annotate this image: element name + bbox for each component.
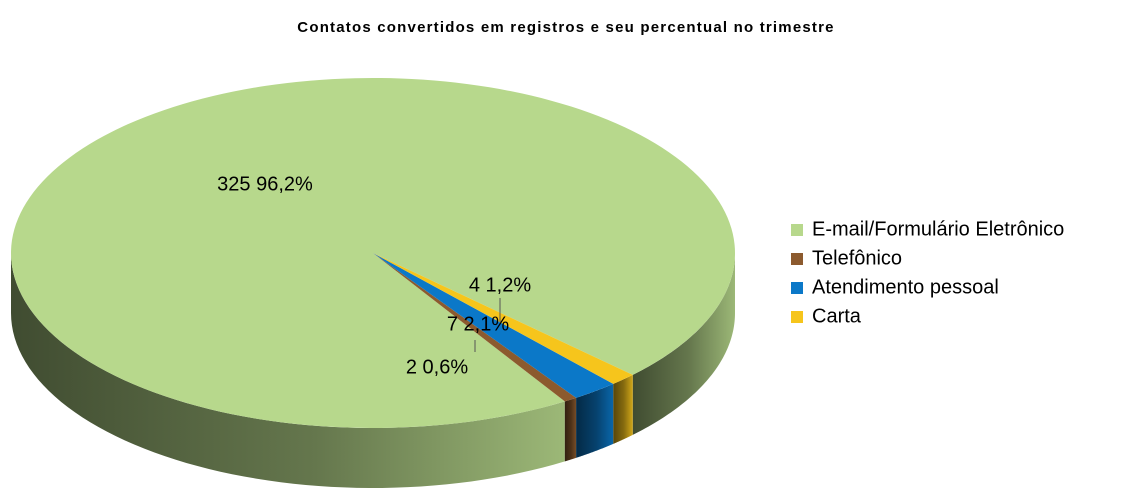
data-label: 2 0,6% [406, 356, 468, 378]
legend-swatch [791, 224, 803, 236]
legend-swatch [791, 253, 803, 265]
slice-side [564, 397, 577, 462]
slice [373, 253, 633, 384]
data-label: 325 96,2% [217, 173, 313, 195]
slice [373, 253, 614, 398]
slice [11, 77, 736, 428]
data-label: 4 1,2% [469, 274, 531, 296]
legend-label: Telefônico [812, 247, 902, 269]
slice [373, 253, 577, 402]
data-label: 7 2,1% [447, 313, 509, 335]
legend-label: Carta [812, 305, 862, 327]
slice-side [11, 253, 565, 488]
slice-side [576, 383, 614, 458]
legend-label: E-mail/Formulário Eletrônico [812, 218, 1064, 240]
legend-swatch [791, 282, 803, 294]
chart-title: Contatos convertidos em registros e seu … [297, 19, 834, 36]
legend-swatch [791, 311, 803, 323]
slice-side [613, 374, 633, 444]
slice-side [632, 253, 735, 435]
legend-label: Atendimento pessoal [812, 276, 999, 298]
